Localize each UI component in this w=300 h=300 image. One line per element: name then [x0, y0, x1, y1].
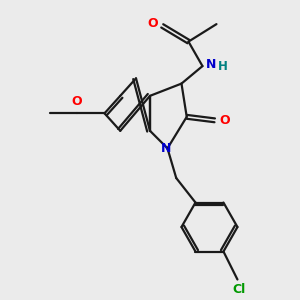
Text: O: O — [147, 16, 158, 30]
Text: Cl: Cl — [232, 283, 246, 296]
Text: O: O — [71, 95, 82, 108]
Text: O: O — [219, 114, 230, 127]
Text: H: H — [218, 60, 228, 73]
Text: N: N — [206, 58, 216, 71]
Text: N: N — [160, 142, 171, 155]
